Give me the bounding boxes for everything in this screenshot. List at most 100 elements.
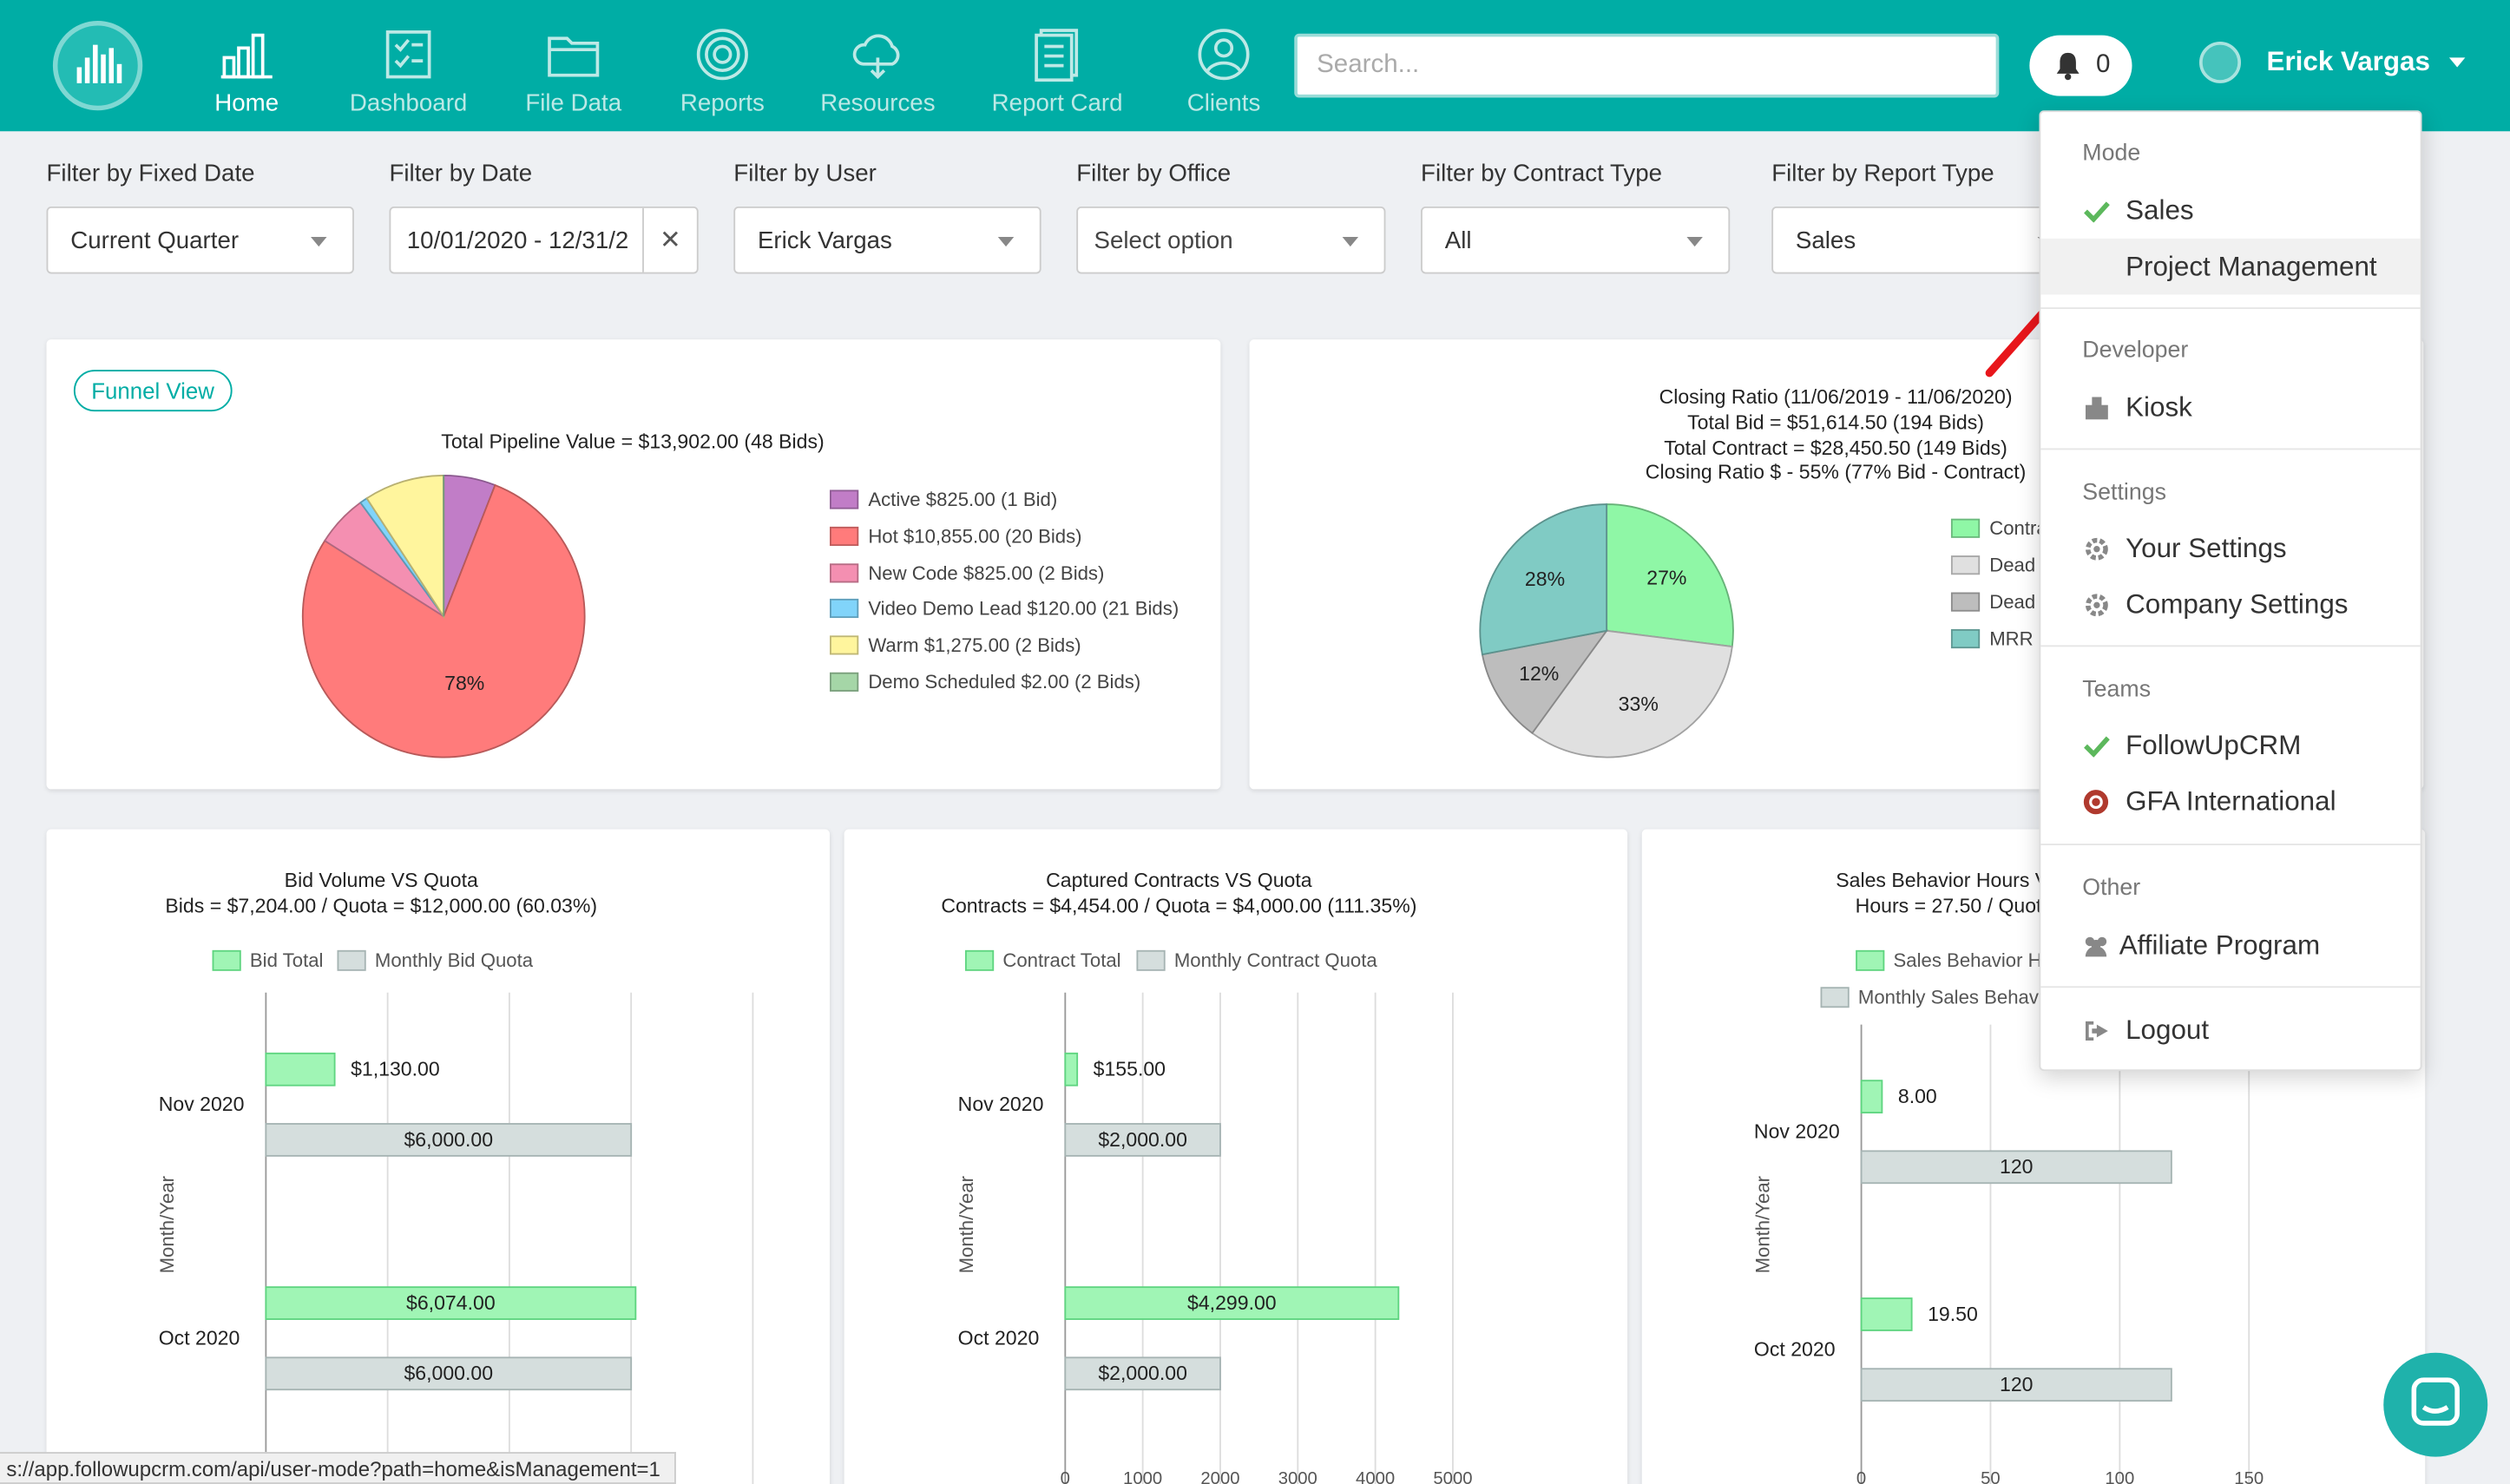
funnel-view-button[interactable]: Funnel View xyxy=(73,370,233,412)
legend-item: New Code $825.00 (2 Bids) xyxy=(830,561,1104,584)
other-header: Other xyxy=(2082,876,2141,902)
settings-header: Settings xyxy=(2082,480,2167,506)
mode-sales-item[interactable]: Sales xyxy=(2040,182,2420,239)
pie-slice xyxy=(1531,629,1733,758)
pie-slice xyxy=(1479,503,1608,656)
filter-office-select[interactable]: Select option xyxy=(1076,206,1386,274)
nav-home[interactable]: Home xyxy=(174,26,319,117)
logout-item[interactable]: Logout xyxy=(2040,1002,2420,1059)
legend-label: Sales Behavior H xyxy=(1893,949,2042,972)
legend-label: Monthly Bid Quota xyxy=(374,949,534,972)
x-tick-label: 3000 xyxy=(1278,1469,1317,1484)
check-icon xyxy=(2082,197,2109,224)
x-tick-label: 2000 xyxy=(1200,1469,1240,1484)
quota-bar xyxy=(1860,1150,2172,1185)
closing-ratio-title-3: Total Contract = $28,450.50 (149 Bids) xyxy=(1664,437,2007,460)
legend-swatch xyxy=(1136,949,1166,971)
legend-swatch xyxy=(964,949,995,971)
filter-user-label: Filter by User xyxy=(733,160,877,187)
closing-ratio-title-1: Closing Ratio (11/06/2019 - 11/06/2020) xyxy=(1659,385,2013,409)
team-followupcrm-item[interactable]: FollowUpCRM xyxy=(2040,717,2420,773)
menu-divider xyxy=(2040,844,2421,846)
bell-icon xyxy=(2055,52,2079,81)
chevron-down-icon xyxy=(311,237,327,247)
closing-ratio-title-2: Total Bid = $51,614.50 (194 Bids) xyxy=(1687,411,1984,434)
filter-date-input[interactable]: 10/01/2020 - 12/31/2 ✕ xyxy=(389,206,699,274)
legend-label: Contract Total xyxy=(1002,949,1121,972)
sign-out-icon xyxy=(2082,1016,2109,1043)
legend-swatch xyxy=(1950,555,1981,575)
legend-label: Contra xyxy=(1989,516,2047,540)
nav-file-data[interactable]: File Data xyxy=(502,26,646,117)
legend-item: Warm $1,275.00 (2 Bids) xyxy=(830,634,1081,657)
team-gfa-item[interactable]: GFA International xyxy=(2040,773,2420,830)
bar-data-label: $6,000.00 xyxy=(404,1362,494,1385)
nav-report-card[interactable]: Report Card xyxy=(985,26,1129,117)
pie-slice xyxy=(301,483,586,758)
nav-dashboard[interactable]: Dashboard xyxy=(337,26,481,117)
clear-date-button[interactable]: ✕ xyxy=(642,207,697,273)
gear-icon xyxy=(2082,535,2109,561)
x-tick-label: 50 xyxy=(1981,1469,2001,1484)
teams-header: Teams xyxy=(2082,677,2152,703)
quota-bar xyxy=(1064,1123,1221,1157)
legend-item: Contra xyxy=(1950,516,2047,540)
user-menu-toggle[interactable]: Erick Vargas xyxy=(2199,41,2466,83)
avatar xyxy=(2199,41,2241,83)
notifications-button[interactable]: 0 xyxy=(2029,35,2132,96)
legend-swatch xyxy=(1820,987,1850,1008)
legend-swatch xyxy=(830,672,859,692)
gear-icon xyxy=(2082,591,2109,618)
legend-label: Video Demo Lead $120.00 (21 Bids) xyxy=(868,597,1179,621)
legend-item: Dead xyxy=(1950,591,2035,614)
chat-widget-button[interactable] xyxy=(2383,1352,2488,1457)
user-circle-icon xyxy=(1198,29,1250,81)
your-settings-item[interactable]: Your Settings xyxy=(2040,521,2420,577)
pie-data-label: 28% xyxy=(1524,568,1566,591)
target-icon xyxy=(696,29,748,81)
category-label: Nov 2020 xyxy=(1753,1120,1840,1144)
folder-icon xyxy=(548,36,600,77)
bar-data-label: $2,000.00 xyxy=(1098,1128,1187,1152)
affiliate-program-item[interactable]: Affiliate Program xyxy=(2040,917,2420,974)
filter-fixed-date-select[interactable]: Current Quarter xyxy=(46,206,354,274)
menu-divider xyxy=(2040,986,2421,988)
mode-project-management-item[interactable]: Project Management xyxy=(2040,238,2421,295)
x-tick-label: 0 xyxy=(1060,1469,1070,1484)
chart-title: Captured Contracts VS Quota xyxy=(1046,869,1312,892)
nav-clients[interactable]: Clients xyxy=(1152,26,1296,117)
pie-data-label: 12% xyxy=(1519,662,1560,686)
legend-item: Video Demo Lead $120.00 (21 Bids) xyxy=(830,598,1179,621)
bar-data-label: 19.50 xyxy=(1928,1303,1978,1326)
legend-swatch xyxy=(212,949,241,971)
y-axis-label: Month/Year xyxy=(955,1175,978,1274)
search-input[interactable] xyxy=(1294,33,2000,98)
company-settings-item[interactable]: Company Settings xyxy=(2040,576,2420,633)
mode-header: Mode xyxy=(2082,141,2141,167)
logo-icon[interactable] xyxy=(52,20,143,111)
closing-ratio-title-4: Closing Ratio $ - 55% (77% Bid - Contrac… xyxy=(1645,461,2027,484)
kiosk-item[interactable]: Kiosk xyxy=(2040,379,2420,436)
category-label: Nov 2020 xyxy=(957,1093,1044,1116)
x-tick-label: 1000 xyxy=(1123,1469,1163,1484)
bar-data-label: $155.00 xyxy=(1093,1058,1166,1081)
notification-count: 0 xyxy=(2096,51,2111,79)
nav-reports[interactable]: Reports xyxy=(650,26,794,117)
legend-swatch xyxy=(830,562,859,582)
legend-label: Demo Scheduled $2.00 (2 Bids) xyxy=(868,670,1141,693)
pipeline-chart-card xyxy=(46,339,1221,790)
user-dropdown-menu: Mode Sales Project Management Developer … xyxy=(2039,110,2422,1072)
filter-date-label: Filter by Date xyxy=(389,160,533,187)
total-bar xyxy=(1860,1080,1883,1113)
bar-data-label: 120 xyxy=(1999,1373,2034,1396)
filter-contract-type-select[interactable]: All xyxy=(1421,206,1731,274)
nav-resources[interactable]: Resources xyxy=(805,26,949,117)
filter-user-select[interactable]: Erick Vargas xyxy=(733,206,1041,274)
caret-down-icon xyxy=(2449,57,2466,68)
chart-subtitle: Contracts = $4,454.00 / Quota = $4,000.0… xyxy=(941,895,1417,918)
pipeline-chart-title: Total Pipeline Value = $13,902.00 (48 Bi… xyxy=(441,430,825,454)
legend-label: Dead xyxy=(1989,554,2036,577)
chevron-down-icon xyxy=(1342,237,1359,247)
pie-slice xyxy=(365,474,445,620)
legend-item: Dead xyxy=(1950,554,2036,577)
